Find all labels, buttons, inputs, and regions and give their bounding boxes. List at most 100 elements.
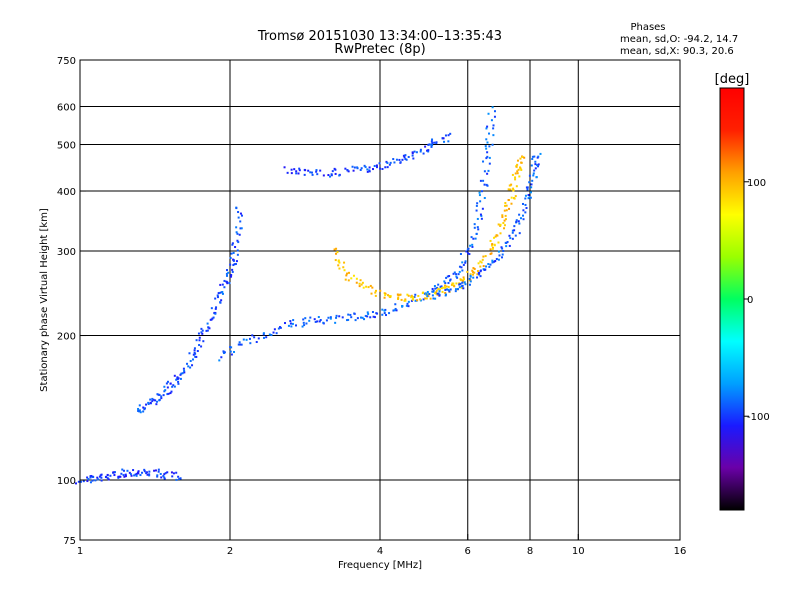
data-point [283,166,286,169]
data-point [407,155,410,158]
data-point [198,339,201,342]
data-point [129,473,132,476]
data-point [142,406,145,409]
data-point [169,382,172,385]
data-point [482,160,485,163]
data-point [410,294,413,297]
data-point [262,333,265,336]
data-point [223,351,226,354]
data-point [304,169,307,172]
data-point [117,475,120,478]
data-point [314,320,317,323]
data-point [351,165,354,168]
data-point [518,232,521,235]
data-point [388,163,391,166]
data-point [307,169,310,172]
data-point [455,273,458,276]
data-point [412,297,415,300]
data-point [438,290,441,293]
data-point [476,273,479,276]
data-point [447,134,450,137]
data-point [493,243,496,246]
data-point [79,480,82,483]
data-point [359,168,362,171]
data-point [233,263,236,266]
data-point [182,367,185,370]
data-point [404,298,407,301]
data-point [469,273,472,276]
data-point [338,315,341,318]
data-point [475,204,478,207]
data-point [392,158,395,161]
data-point [491,247,494,250]
data-point [472,273,475,276]
data-point [198,344,201,347]
data-point [501,256,504,259]
data-point [186,362,189,365]
data-point [530,183,533,186]
data-point [219,283,222,286]
data-point [358,285,361,288]
data-point [385,160,388,163]
data-point [444,282,447,285]
data-point [146,473,149,476]
data-point [302,321,305,324]
data-point [346,319,349,322]
data-point [400,298,403,301]
data-point [217,292,220,295]
data-point [333,167,336,170]
data-point [512,187,515,190]
data-point [315,169,318,172]
data-point [124,473,127,476]
data-point [491,246,494,249]
data-point [389,161,392,164]
data-point [355,277,358,280]
data-point [462,278,465,281]
data-point [279,326,282,329]
data-point [482,255,485,258]
data-point [344,167,347,170]
data-point [443,284,446,287]
data-point [90,474,93,477]
data-point [415,151,418,154]
data-point [151,400,154,403]
data-point [501,253,504,256]
data-point [397,297,400,300]
data-point [460,286,463,289]
legend-line-o: mean, sd,O: -94.2, 14.7 [620,34,738,45]
data-point [465,250,468,253]
data-point [236,239,239,242]
data-point [443,280,446,283]
data-point [284,322,287,325]
data-point [406,302,409,305]
data-point [533,169,536,172]
data-point [523,156,526,159]
data-point [173,385,176,388]
data-point [504,204,507,207]
data-point [505,204,508,207]
data-point [164,472,167,475]
data-point [486,151,489,154]
data-point [534,163,537,166]
data-point [77,480,80,483]
data-point [358,282,361,285]
y-tick-label: 600 [57,103,76,114]
y-axis-label: Stationary phase Virtual Height [km] [39,208,50,392]
data-point [526,186,529,189]
data-point [229,263,232,266]
data-point [372,315,375,318]
data-point [483,196,486,199]
data-point [347,170,350,173]
data-point [472,267,475,270]
data-point [119,475,122,478]
data-point [235,231,238,234]
data-point [361,281,364,284]
data-point [214,297,217,300]
x-axis-label: Frequency [MHz] [338,560,422,571]
data-point [476,276,479,279]
data-point [343,261,346,264]
data-point [414,299,417,302]
data-point [292,319,295,322]
data-point [454,290,457,293]
data-point [194,352,197,355]
